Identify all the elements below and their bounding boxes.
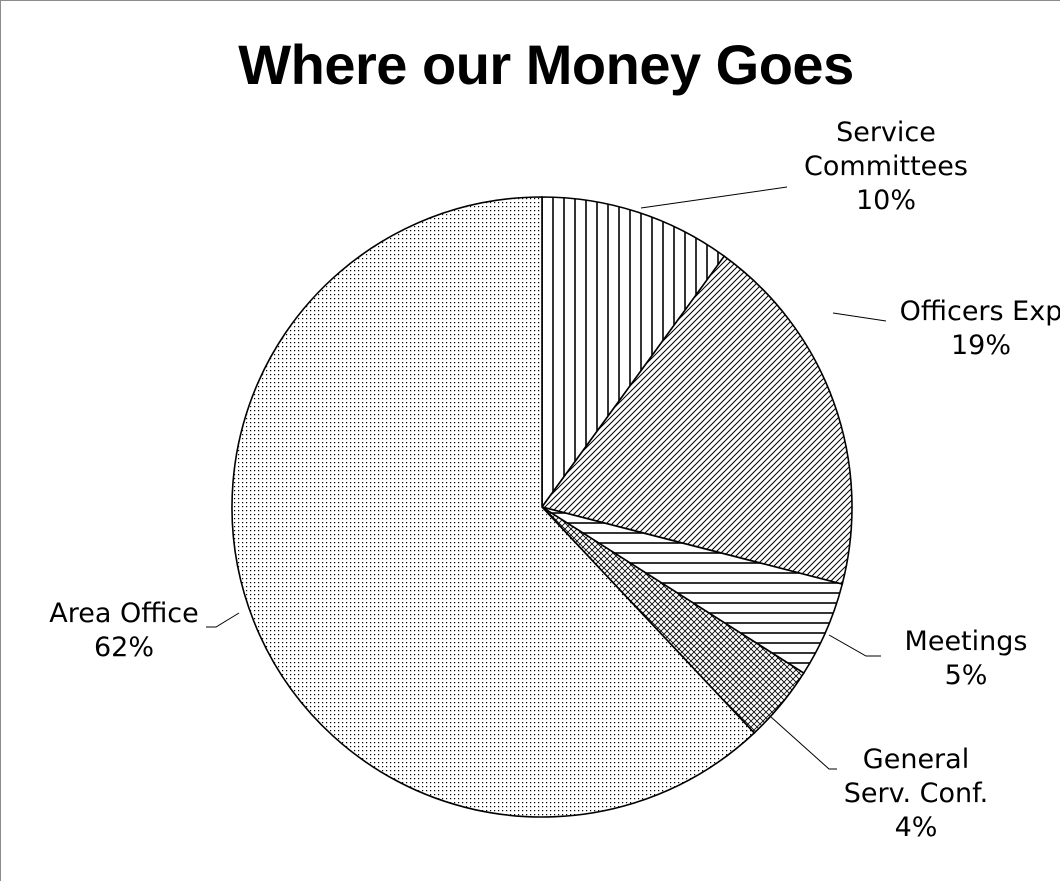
data-label-category: Committees: [804, 151, 968, 182]
data-label: General Serv. Conf. 4%: [821, 743, 1011, 845]
data-label: Officers Exp 19%: [886, 295, 1060, 363]
data-label: Meetings 5%: [881, 625, 1051, 693]
leader-line: [770, 716, 837, 770]
data-label-percent: 19%: [950, 330, 1011, 361]
data-label: Service Committees 10%: [771, 116, 1001, 218]
data-label-category: Officers Exp: [899, 296, 1060, 327]
data-label-category: Service: [836, 117, 936, 148]
data-label-percent: 5%: [944, 660, 988, 691]
pie-slice-service-committees: [541, 196, 726, 510]
data-label-category: Serv. Conf.: [843, 778, 989, 809]
chart-title: Where our Money Goes: [238, 33, 854, 96]
leader-line: [832, 312, 887, 322]
data-label-category: Area Office: [49, 598, 199, 629]
leader-line: [206, 612, 240, 628]
data-label: Area Office 62%: [29, 597, 219, 665]
pie-slice-officers-exp: [540, 255, 853, 586]
data-label-percent: 62%: [93, 632, 154, 663]
data-label-category: Meetings: [904, 626, 1028, 657]
pie-slice-area-office: [231, 196, 756, 818]
leader-line: [640, 186, 788, 209]
data-label-percent: 10%: [855, 185, 916, 216]
leader-line: [828, 634, 881, 657]
data-label-percent: 4%: [894, 812, 938, 843]
data-label-category: General: [862, 744, 970, 775]
